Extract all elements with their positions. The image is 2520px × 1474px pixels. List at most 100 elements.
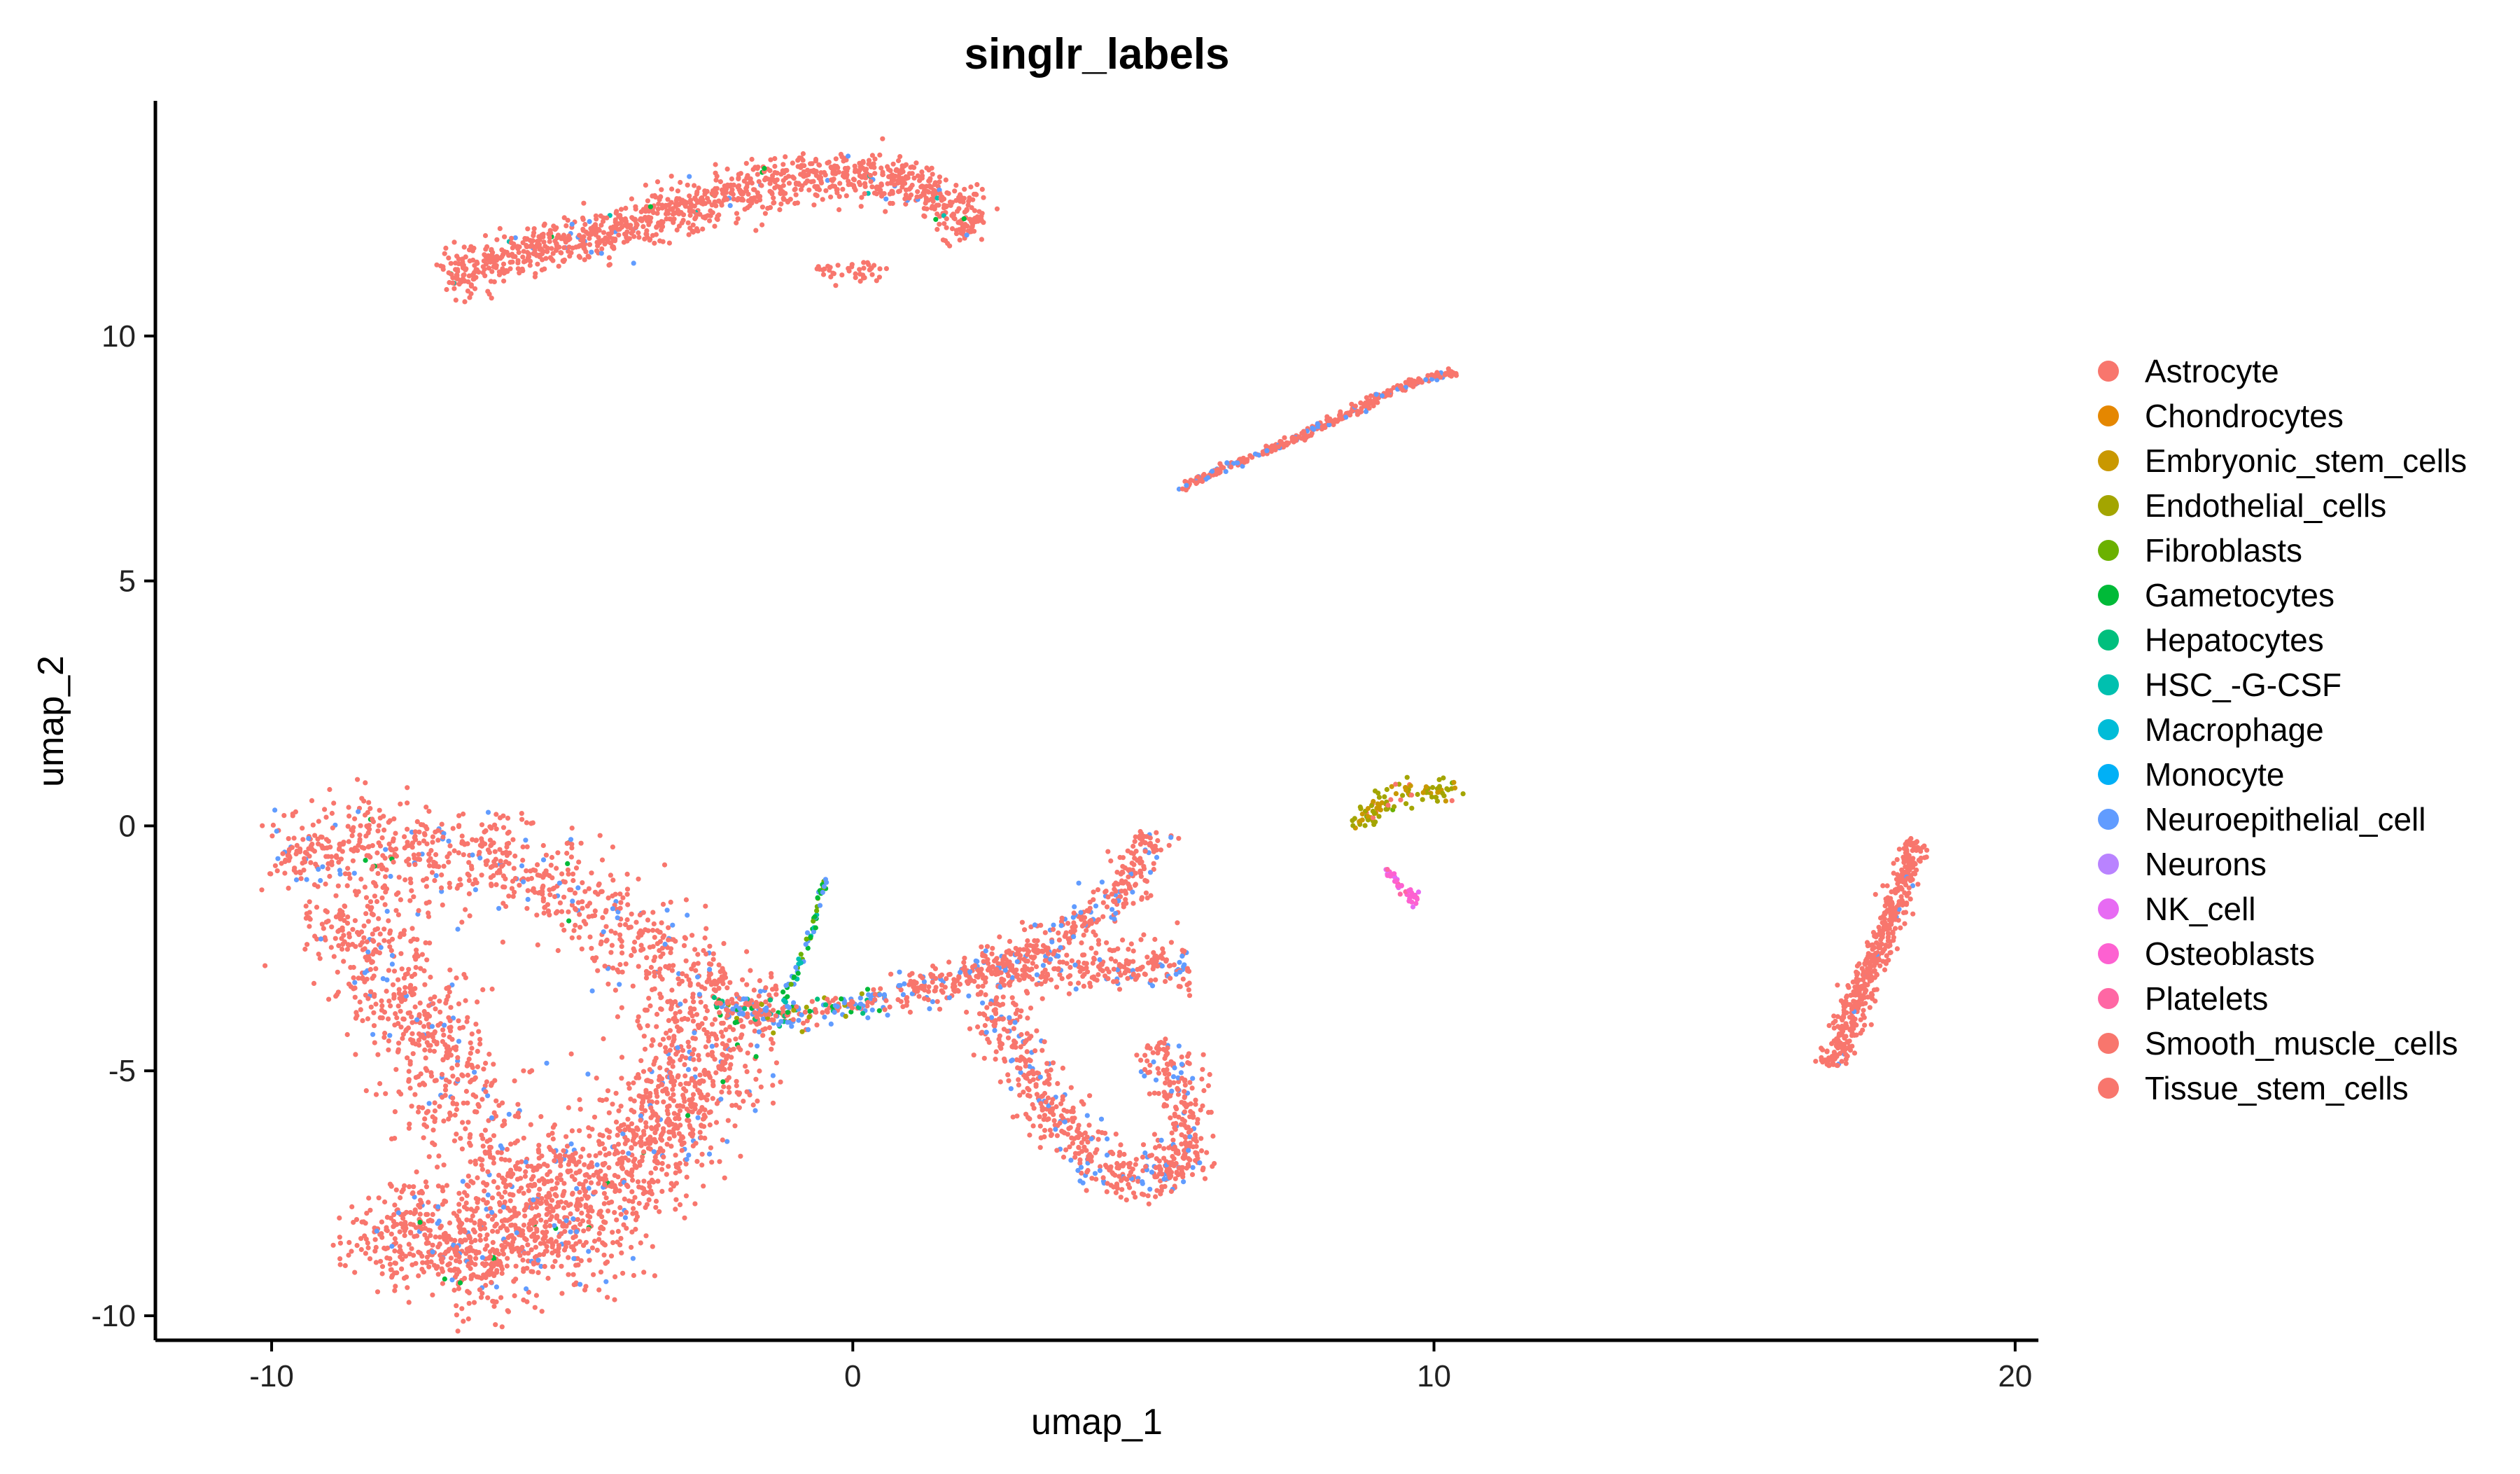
data-point [335, 929, 341, 934]
data-point [640, 207, 646, 212]
data-point [830, 178, 835, 183]
data-point [353, 944, 358, 950]
data-point [692, 1066, 698, 1072]
data-point [382, 926, 387, 932]
data-point [469, 1031, 475, 1037]
data-point [650, 210, 657, 216]
data-point [376, 823, 382, 828]
data-point [499, 1195, 505, 1200]
data-point [738, 1035, 743, 1041]
data-point [614, 1217, 620, 1223]
data-point [298, 870, 303, 876]
data-point [568, 837, 574, 842]
data-point [827, 267, 832, 273]
data-point [405, 1055, 410, 1061]
data-point [424, 1016, 429, 1022]
data-point [448, 1052, 454, 1058]
data-point [952, 216, 958, 222]
data-point [547, 872, 552, 879]
data-point [561, 245, 567, 251]
data-point [603, 1173, 608, 1178]
data-point [335, 883, 341, 889]
data-point [351, 825, 356, 830]
data-point [580, 899, 585, 905]
data-point [406, 862, 412, 868]
data-point [925, 197, 931, 203]
data-point [486, 291, 492, 297]
data-point [666, 1116, 671, 1122]
data-point [691, 999, 696, 1005]
data-point [470, 1092, 476, 1098]
data-point [749, 156, 755, 162]
data-point [476, 1029, 482, 1034]
data-point [464, 1207, 470, 1212]
data-point [766, 1012, 772, 1017]
data-point [500, 261, 507, 267]
data-point [528, 1247, 534, 1253]
data-point [617, 932, 623, 938]
data-point [575, 1197, 581, 1202]
data-point [433, 829, 438, 835]
data-point [332, 936, 338, 941]
data-point [668, 174, 674, 179]
data-point [448, 1005, 454, 1010]
data-point [648, 1003, 653, 1009]
data-point [748, 1020, 754, 1025]
data-point [416, 908, 421, 913]
data-point [427, 940, 433, 946]
data-point [345, 865, 351, 871]
data-point [717, 1159, 722, 1164]
data-point [446, 255, 451, 260]
data-point [654, 1011, 660, 1017]
data-point [629, 911, 634, 917]
data-point [1364, 395, 1369, 401]
data-point [1431, 373, 1436, 378]
data-point [1345, 410, 1351, 416]
data-point [417, 856, 423, 862]
data-point [556, 1203, 561, 1209]
data-point [392, 1136, 398, 1141]
data-point [346, 871, 352, 877]
data-point [544, 1060, 550, 1066]
data-point [822, 1014, 827, 1020]
data-point [549, 1178, 554, 1183]
data-point [637, 930, 643, 936]
data-point [895, 178, 901, 183]
data-point [664, 1030, 669, 1036]
data-point [323, 814, 329, 820]
data-point [659, 1188, 665, 1194]
data-point [458, 882, 463, 888]
data-point [685, 1039, 691, 1045]
data-point [477, 1041, 483, 1047]
data-point [734, 220, 739, 225]
data-point [371, 1023, 377, 1029]
data-point [496, 905, 502, 911]
data-point [889, 177, 895, 183]
data-point [597, 1132, 603, 1138]
data-point [598, 223, 604, 228]
data-point [1343, 415, 1349, 420]
data-point [498, 858, 503, 864]
data-point [771, 1030, 776, 1036]
data-point [646, 222, 652, 228]
data-point [849, 999, 855, 1004]
data-point [1138, 842, 1143, 847]
data-point [342, 1263, 348, 1268]
data-point [1367, 398, 1373, 403]
data-point [458, 279, 464, 285]
data-point [575, 1200, 580, 1207]
data-point [554, 235, 560, 241]
data-point [677, 1103, 683, 1108]
data-point [465, 871, 470, 877]
data-point [681, 1095, 687, 1101]
data-point [382, 1034, 387, 1040]
data-point [463, 975, 468, 980]
data-point [387, 944, 393, 950]
data-point [1371, 403, 1376, 409]
data-point [473, 1251, 479, 1256]
data-point [605, 1088, 611, 1094]
data-point [396, 991, 402, 996]
data-point [592, 222, 598, 228]
data-point [453, 1044, 459, 1050]
data-point [346, 805, 351, 810]
